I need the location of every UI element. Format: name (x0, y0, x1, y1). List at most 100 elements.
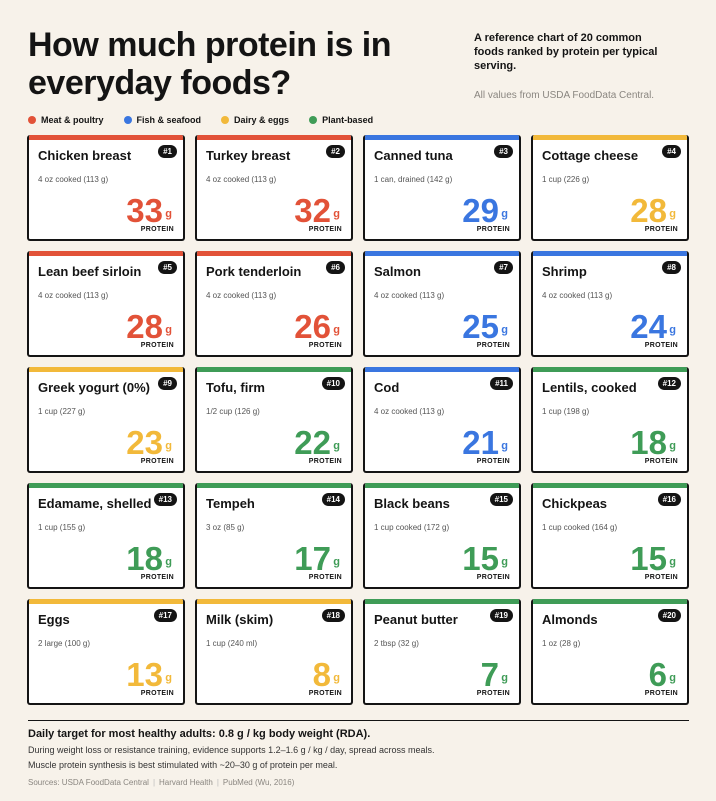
page-title: How much protein is in everyday foods? (28, 26, 392, 102)
food-card: Pork tenderloin #6 4 oz cooked (113 g) 26 g P… (195, 251, 353, 357)
protein-unit: g (669, 556, 676, 568)
category-bar (197, 483, 351, 488)
intro-text: A reference chart of 20 common foods ran… (474, 32, 658, 72)
rank-badge: #17 (153, 609, 177, 622)
food-card: Canned tuna #3 1 can, drained (142 g) 29 g PR… (363, 135, 521, 241)
protein-amount: 18 (630, 424, 667, 461)
protein-label: PROTEIN (644, 458, 678, 465)
protein-unit: g (501, 440, 508, 452)
footer-line: During weight loss or resistance trainin… (28, 745, 435, 755)
food-card: Almonds #20 1 oz (28 g) 6 g PROTEIN (531, 599, 689, 705)
protein-label: PROTEIN (644, 342, 678, 349)
footer-divider (28, 720, 689, 721)
food-card: Lentils, cooked #12 1 cup (198 g) 18 g PROTEI… (531, 367, 689, 473)
protein-amount: 15 (630, 540, 667, 577)
food-card: Chicken breast #1 4 oz cooked (113 g) 33 g PR… (27, 135, 185, 241)
protein-label: PROTEIN (476, 226, 510, 233)
rank-badge: #16 (657, 493, 681, 506)
category-bar (365, 599, 519, 604)
serving-size: 4 oz cooked (113 g) (206, 291, 277, 300)
rank-badge: #11 (490, 377, 513, 390)
food-card: Tempeh #14 3 oz (85 g) 17 g PROTEIN (195, 483, 353, 589)
serving-size: 2 large (100 g) (38, 639, 91, 648)
legend-label: Fish & seafood (136, 115, 202, 125)
legend-item-dairy: Dairy & eggs (221, 115, 289, 125)
category-bar (197, 599, 351, 604)
category-bar (197, 367, 351, 372)
legend-item-meat: Meat & poultry (28, 115, 104, 125)
protein-label: PROTEIN (140, 458, 174, 465)
food-name: Greek yogurt (0%) (38, 380, 150, 395)
food-name: Canned tuna (374, 148, 453, 163)
rank-badge: #7 (494, 261, 513, 274)
legend-item-plant: Plant-based (309, 115, 373, 125)
source-note: All values from USDA FoodData Central. (474, 90, 655, 101)
serving-size: 1 cup cooked (164 g) (542, 523, 618, 532)
protein-amount: 22 (294, 424, 331, 461)
legend-item-fish: Fish & seafood (123, 115, 202, 125)
food-card: Lean beef sirloin #5 4 oz cooked (113 g) 28… (27, 251, 185, 357)
category-bar (197, 135, 351, 140)
category-bar (29, 599, 183, 604)
protein-amount: 23 (126, 424, 163, 461)
food-name: Chicken breast (38, 148, 132, 163)
food-name: Peanut butter (374, 612, 458, 627)
protein-unit: g (165, 324, 172, 336)
protein-amount: 13 (126, 656, 163, 693)
protein-label: PROTEIN (644, 226, 678, 233)
legend-label: Dairy & eggs (234, 115, 290, 125)
food-card: Cottage cheese #4 1 cup (226 g) 28 g PROTEIN (531, 135, 689, 241)
rank-badge: #6 (326, 261, 345, 274)
food-card: Eggs #17 2 large (100 g) 13 g PROTEIN (27, 599, 185, 705)
protein-unit: g (669, 208, 676, 220)
source-item: Sources: USDA FoodData Central (28, 778, 149, 787)
rank-badge: #13 (153, 493, 177, 506)
rank-badge: #10 (321, 377, 345, 390)
category-bar (533, 483, 687, 488)
food-name: Turkey breast (206, 148, 291, 163)
food-name: Salmon (374, 264, 421, 279)
rank-badge: #2 (326, 145, 345, 158)
rank-badge: #12 (657, 377, 681, 390)
protein-unit: g (333, 208, 340, 220)
protein-amount: 33 (126, 192, 163, 229)
rank-badge: #15 (489, 493, 513, 506)
protein-amount: 8 (312, 656, 331, 693)
protein-unit: g (501, 208, 508, 220)
rank-badge: #4 (662, 145, 681, 158)
protein-label: PROTEIN (644, 574, 678, 581)
legend: Meat & poultry Fish & seafood Dairy & eg… (28, 115, 373, 125)
protein-label: PROTEIN (308, 342, 342, 349)
rank-badge: #1 (158, 145, 177, 158)
food-card: Turkey breast #2 4 oz cooked (113 g) 32 g PRO… (195, 135, 353, 241)
protein-unit: g (333, 672, 340, 684)
category-bar (365, 367, 519, 372)
category-bar (29, 135, 183, 140)
legend-dot-icon (28, 116, 36, 124)
protein-unit: g (669, 440, 676, 452)
food-name: Tofu, firm (206, 380, 265, 395)
food-name: Lean beef sirloin (38, 264, 142, 279)
serving-size: 4 oz cooked (113 g) (374, 291, 445, 300)
protein-amount: 25 (462, 308, 499, 345)
food-name: Chickpeas (542, 496, 608, 511)
food-name: Eggs (38, 612, 70, 627)
source-item: PubMed (Wu, 2016) (222, 778, 295, 787)
protein-label: PROTEIN (140, 342, 174, 349)
food-card: Peanut butter #19 2 tbsp (32 g) 7 g PROTEIN (363, 599, 521, 705)
protein-label: PROTEIN (140, 226, 174, 233)
protein-amount: 26 (294, 308, 331, 345)
food-card: Milk (skim) #18 1 cup (240 ml) 8 g PROTEIN (195, 599, 353, 705)
footer-line: Muscle protein synthesis is best stimula… (28, 760, 338, 770)
food-name: Almonds (542, 612, 598, 627)
rank-badge: #14 (321, 493, 345, 506)
protein-label: PROTEIN (476, 574, 510, 581)
food-name: Cod (374, 380, 400, 395)
legend-dot-icon (123, 116, 132, 124)
protein-label: PROTEIN (308, 226, 342, 233)
protein-unit: g (669, 324, 676, 336)
protein-amount: 24 (630, 308, 667, 345)
protein-unit: g (165, 556, 172, 568)
category-bar (533, 599, 687, 604)
protein-unit: g (501, 324, 508, 336)
